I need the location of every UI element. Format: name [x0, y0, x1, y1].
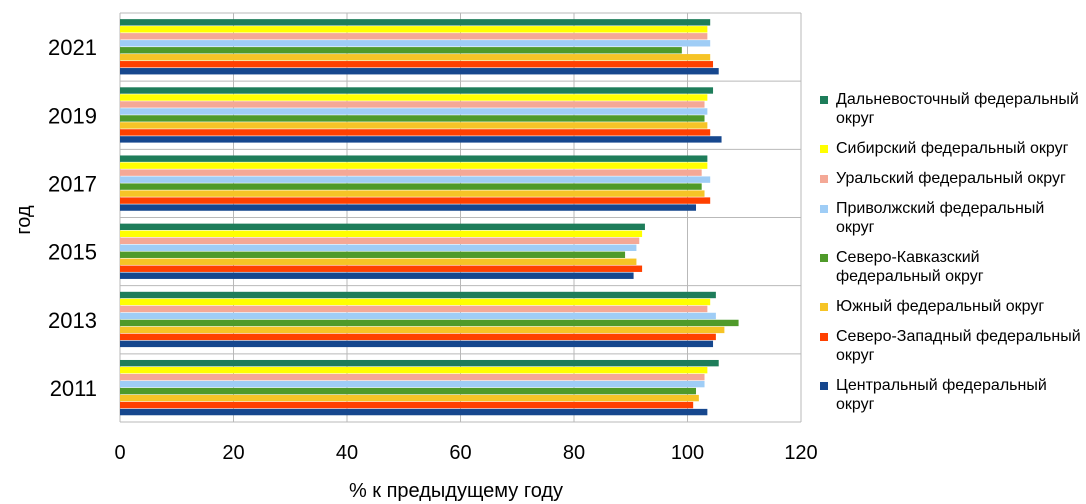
bar-2021-5 — [120, 47, 682, 54]
bar-2021-1 — [120, 19, 711, 26]
legend-item: Сибирский федеральный округ — [820, 139, 1086, 158]
legend-swatch — [820, 205, 828, 213]
y-tick-label-2017: 2017 — [48, 171, 97, 196]
x-axis-title: % к предыдущему году — [349, 480, 563, 502]
x-tick-label-120: 120 — [784, 442, 817, 464]
bar-2021-8 — [120, 68, 719, 75]
bar-2019-4 — [120, 108, 708, 115]
legend-label: Северо-Западный федеральный округ — [836, 328, 1081, 364]
legend-swatch — [820, 96, 828, 104]
bar-2017-2 — [120, 162, 708, 169]
legend-label: Дальневосточный федеральный округ — [836, 91, 1079, 127]
legend-item: Центральный федеральный округ — [820, 376, 1086, 414]
x-tick-label-40: 40 — [336, 442, 358, 464]
legend-item: Северо-Западный федеральный округ — [820, 327, 1086, 365]
legend-label: Центральный федеральный округ — [836, 377, 1047, 413]
bar-2015-7 — [120, 265, 643, 272]
y-tick-label-2011: 2011 — [50, 376, 97, 401]
bar-2011-6 — [120, 394, 699, 402]
bar-2019-6 — [120, 122, 708, 129]
bar-2019-2 — [120, 94, 708, 101]
legend-label: Южный федеральный округ — [836, 298, 1045, 315]
legend-item: Уральский федеральный округ — [820, 169, 1086, 188]
bar-2019-3 — [120, 101, 705, 108]
bar-2021-6 — [120, 54, 711, 61]
tick-labels: 0 20 40 60 80 100 120 2021 2019 2017 2015 2013 2011 — [48, 35, 818, 464]
bar-2015-1 — [120, 223, 645, 231]
bar-2021-2 — [120, 26, 708, 33]
bar-2019-7 — [120, 129, 711, 136]
bar-2011-8 — [120, 408, 708, 416]
bar-2019-1 — [120, 87, 714, 94]
legend-label: Уральский федеральный округ — [836, 170, 1066, 187]
legend-label: Северо-Кавказский федеральный округ — [836, 249, 984, 285]
legend-swatch — [820, 254, 828, 262]
y-axis-title: год — [13, 205, 35, 235]
bar-2011-4 — [120, 380, 705, 388]
bar-2013-3 — [120, 305, 708, 313]
y-tick-label-2019: 2019 — [48, 103, 97, 128]
legend-swatch — [820, 333, 828, 341]
x-tick-label-100: 100 — [671, 442, 704, 464]
y-tick-label-2015: 2015 — [48, 240, 97, 265]
bar-2017-7 — [120, 197, 711, 204]
x-tick-label-80: 80 — [563, 442, 585, 464]
bar-2019-8 — [120, 136, 722, 143]
bar-2017-4 — [120, 176, 711, 183]
bars-layer — [120, 19, 739, 416]
bar-2017-8 — [120, 204, 697, 211]
legend-item: Южный федеральный округ — [820, 297, 1086, 316]
bar-2011-3 — [120, 373, 705, 381]
bar-2015-5 — [120, 251, 626, 258]
bar-2013-4 — [120, 312, 716, 320]
legend-swatch — [820, 145, 828, 153]
bar-2011-2 — [120, 366, 708, 374]
grid-layer — [119, 12, 802, 423]
bar-2015-4 — [120, 244, 637, 251]
bar-2015-3 — [120, 237, 640, 244]
bar-2011-5 — [120, 387, 697, 395]
legend-label: Сибирский федеральный округ — [836, 140, 1069, 157]
x-tick-label-0: 0 — [114, 442, 125, 464]
bar-2013-5 — [120, 319, 739, 327]
bar-2017-5 — [120, 183, 702, 190]
bar-2017-1 — [120, 155, 708, 162]
legend-swatch — [820, 382, 828, 390]
bar-2015-6 — [120, 258, 637, 265]
bar-2013-7 — [120, 333, 716, 341]
bar-2015-8 — [120, 272, 634, 279]
legend-swatch — [820, 175, 828, 183]
x-tick-label-60: 60 — [449, 442, 471, 464]
x-tick-label-20: 20 — [222, 442, 244, 464]
bar-2021-3 — [120, 33, 708, 40]
y-tick-label-2013: 2013 — [48, 308, 97, 333]
bar-2019-5 — [120, 115, 705, 122]
y-tick-label-2021: 2021 — [48, 35, 97, 60]
bar-2013-1 — [120, 291, 716, 299]
legend-item: Дальневосточный федеральный округ — [820, 90, 1086, 128]
bar-2021-7 — [120, 61, 714, 68]
bar-2017-3 — [120, 169, 702, 176]
bar-2017-6 — [120, 190, 705, 197]
bar-2013-2 — [120, 298, 711, 306]
bar-2021-4 — [120, 40, 711, 47]
legend-item: Приволжский федеральный округ — [820, 199, 1086, 237]
legend-item: Северо-Кавказский федеральный округ — [820, 248, 1086, 286]
bar-2011-1 — [120, 359, 719, 367]
bar-2011-7 — [120, 401, 694, 409]
bar-2013-8 — [120, 340, 714, 348]
legend-label: Приволжский федеральный округ — [836, 200, 1045, 236]
bar-2015-2 — [120, 230, 643, 238]
legend: Дальневосточный федеральный округ Сибирск… — [820, 90, 1086, 425]
legend-swatch — [820, 303, 828, 311]
bar-2013-6 — [120, 326, 725, 334]
